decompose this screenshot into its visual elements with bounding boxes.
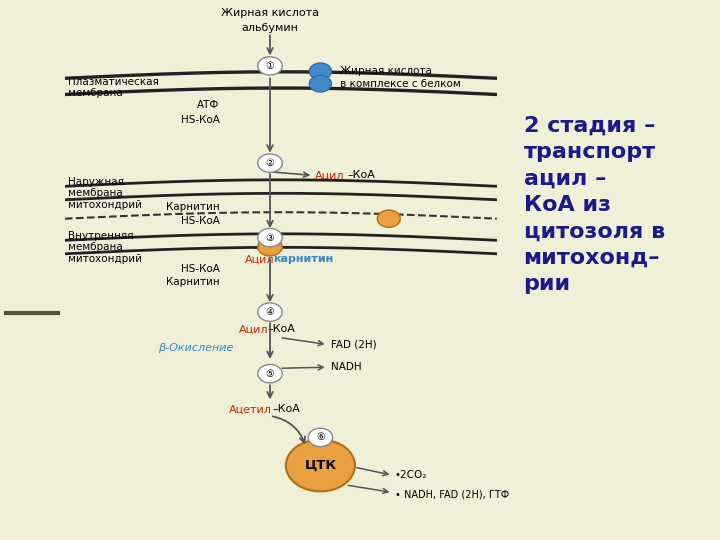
Text: β-Окисление: β-Окисление xyxy=(158,343,234,353)
Text: в комплексе с белком: в комплексе с белком xyxy=(340,79,461,89)
Text: –КоА: –КоА xyxy=(272,404,300,414)
Text: –КоА: –КоА xyxy=(268,325,296,334)
Text: 2 стадия –
транспорт
ацил –
КоА из
цитозоля в
митохонд–
рии: 2 стадия – транспорт ацил – КоА из цитоз… xyxy=(523,116,665,294)
Text: Плазматическая
мембрана: Плазматическая мембрана xyxy=(68,77,159,98)
Circle shape xyxy=(258,364,282,383)
Text: ⑥: ⑥ xyxy=(316,433,325,442)
Text: HS-КоА: HS-КоА xyxy=(181,264,220,274)
Text: FAD (2H): FAD (2H) xyxy=(331,340,377,349)
Text: АТФ: АТФ xyxy=(197,100,220,110)
Text: альбумин: альбумин xyxy=(242,23,298,33)
Text: карнитин: карнитин xyxy=(274,254,334,264)
Text: Наружная
мембрана
митохондрий: Наружная мембрана митохондрий xyxy=(68,177,143,210)
Text: –КоА: –КоА xyxy=(347,171,375,180)
Text: NADH: NADH xyxy=(331,362,362,372)
Circle shape xyxy=(286,440,355,491)
Text: Ацил: Ацил xyxy=(245,254,274,264)
Text: ②: ② xyxy=(266,158,274,168)
Text: Жирная кислота: Жирная кислота xyxy=(340,66,432,76)
Text: Внутренняя
мембрана
митохондрий: Внутренняя мембрана митохондрий xyxy=(68,231,143,264)
Circle shape xyxy=(258,154,282,172)
Text: HS-КоА: HS-КоА xyxy=(181,115,220,125)
Circle shape xyxy=(258,228,282,247)
Text: Жирная кислота: Жирная кислота xyxy=(221,9,319,18)
Text: ③: ③ xyxy=(266,233,274,242)
Circle shape xyxy=(309,63,331,79)
Text: • NADH, FAD (2H), ГТФ: • NADH, FAD (2H), ГТФ xyxy=(395,489,509,499)
Text: ⑤: ⑤ xyxy=(266,369,274,379)
Text: ①: ① xyxy=(266,61,274,71)
Text: Ацил: Ацил xyxy=(315,171,345,180)
Circle shape xyxy=(309,75,331,92)
Text: Карнитин: Карнитин xyxy=(166,277,220,287)
Circle shape xyxy=(258,238,282,256)
Text: Ацетил: Ацетил xyxy=(229,404,272,414)
Text: Ацил: Ацил xyxy=(239,325,269,334)
Text: Карнитин: Карнитин xyxy=(166,202,220,212)
Text: HS-КоА: HS-КоА xyxy=(181,217,220,226)
Circle shape xyxy=(258,57,282,75)
Text: •2CO₂: •2CO₂ xyxy=(395,470,427,480)
FancyArrowPatch shape xyxy=(273,416,305,443)
Text: ④: ④ xyxy=(266,307,274,317)
Text: ЦТК: ЦТК xyxy=(305,459,336,472)
Circle shape xyxy=(308,428,333,447)
Circle shape xyxy=(377,210,400,227)
Circle shape xyxy=(258,303,282,321)
